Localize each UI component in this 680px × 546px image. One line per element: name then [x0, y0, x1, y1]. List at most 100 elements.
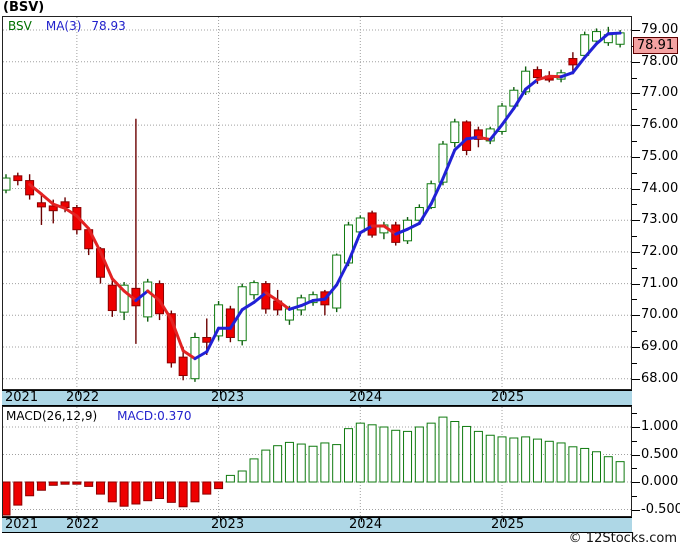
macd-bar-positive [592, 451, 601, 483]
candle-body [214, 304, 224, 337]
macd-bar-negative [166, 481, 176, 503]
macd-bar-negative [84, 481, 94, 487]
price-tick-label: 69.00 [641, 339, 679, 354]
candle-body [107, 284, 117, 312]
macd-bar-negative [214, 481, 224, 490]
price-tick-major [632, 188, 640, 190]
macd-params-label: MACD(26,12,9) [6, 409, 98, 423]
macd-bar-positive [426, 422, 436, 483]
candle-body [367, 212, 377, 236]
price-tick-minor [632, 267, 637, 269]
year-tick [219, 518, 221, 522]
price-tick-major [632, 30, 640, 31]
legend-ma-label: MA(3) [45, 19, 82, 33]
macd-bar-positive [473, 430, 483, 483]
ma-line-segment [394, 227, 410, 236]
legend-ma-value: 78.93 [91, 19, 126, 33]
price-tick-label: 76.00 [641, 117, 679, 133]
ma-line-segment [524, 78, 539, 91]
candle-body [48, 205, 58, 212]
macd-tick-minor [632, 468, 637, 470]
year-tick [77, 518, 79, 522]
macd-tick-major [632, 427, 640, 428]
last-price-label: 78.91 [633, 37, 678, 54]
macd-bar-positive [320, 442, 330, 483]
macd-bar-positive [249, 458, 259, 483]
price-tick-label: 74.00 [641, 180, 679, 196]
macd-bar-negative [107, 481, 117, 503]
ma-line-segment [429, 176, 445, 206]
ma-line-segment [406, 221, 421, 231]
macd-bar-negative [13, 481, 23, 506]
macd-bar-positive [308, 445, 318, 483]
macd-bar-positive [450, 421, 460, 483]
ma-line-segment [453, 137, 469, 152]
macd-bar-positive [355, 422, 365, 483]
ma-line-segment [465, 135, 480, 141]
year-label: 2024 [349, 517, 383, 532]
price-tick-label: 72.00 [641, 243, 679, 259]
macd-bar-positive [485, 434, 495, 483]
macd-tick-minor [632, 440, 637, 442]
ma-line-segment [382, 224, 398, 236]
price-tick-label: 68.00 [641, 370, 679, 386]
candle-body [202, 336, 212, 343]
price-tick-major [632, 251, 640, 253]
ma-line-segment [87, 227, 102, 254]
macd-tick-major [632, 509, 640, 511]
macd-bar-negative [95, 481, 105, 495]
macd-bar-positive [273, 445, 283, 483]
candle-body [249, 282, 259, 296]
candle-body [13, 175, 23, 182]
ma-line-segment [335, 260, 350, 287]
macd-bar-positive [414, 426, 424, 483]
macd-bar-positive [509, 437, 519, 483]
macd-bar-negative [72, 481, 82, 485]
price-tick-label: 71.00 [641, 275, 679, 291]
price-tick-major [632, 220, 640, 222]
watermark: © 12Stocks.com [568, 531, 677, 546]
ma-line-segment [110, 277, 126, 293]
macd-bar-positive [367, 424, 377, 483]
ma-line-segment [571, 55, 587, 75]
ma-line-segment [158, 299, 173, 322]
ma-line-segment [75, 214, 91, 231]
macd-bar-negative [190, 481, 200, 503]
macd-bar-positive [544, 440, 554, 483]
year-label: 2023 [211, 390, 245, 405]
macd-bar-positive [261, 449, 271, 483]
macd-bar-positive [403, 430, 413, 483]
candle-body [462, 121, 472, 151]
macd-tick-minor [632, 495, 637, 497]
price-tick-minor [632, 140, 637, 142]
ma-line-segment [417, 202, 433, 225]
macd-bar-negative [60, 481, 70, 485]
macd-panel [1, 406, 632, 517]
candle-body [592, 31, 601, 42]
candle-body [119, 284, 129, 313]
main-price-panel [1, 16, 632, 390]
x-axis-band-main: 2021 2022 2023 2024 2025 [2, 390, 632, 406]
year-label: 2022 [66, 390, 100, 405]
candle-body [143, 281, 153, 318]
candle-body [178, 356, 188, 377]
price-tick-minor [632, 299, 637, 301]
ma-line-segment [476, 135, 492, 142]
ma-line-segment [240, 300, 256, 312]
ma-line-segment [547, 74, 563, 79]
ma-line-segment [28, 182, 43, 196]
macd-value-label: MACD:0.370 [117, 409, 192, 423]
ma-line-segment [323, 283, 339, 301]
ma-line-segment [299, 299, 315, 308]
ma-line-segment [51, 202, 67, 210]
macd-bar-positive [296, 443, 306, 483]
year-tick [503, 518, 504, 522]
macd-bar-positive [615, 461, 625, 483]
ma-line-segment [559, 71, 575, 79]
macd-bar-positive [225, 474, 235, 483]
ma-line-segment [606, 31, 622, 36]
macd-bar-positive [284, 441, 294, 483]
macd-bar-positive [391, 429, 401, 483]
price-tick-major [632, 315, 640, 317]
ma-line-segment [252, 291, 268, 304]
